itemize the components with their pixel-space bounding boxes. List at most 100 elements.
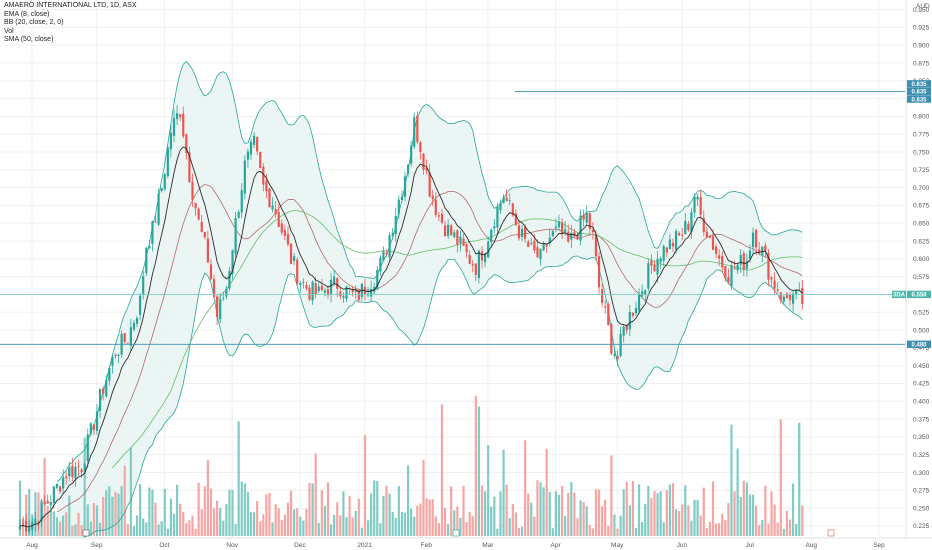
volume-bar bbox=[524, 440, 527, 536]
x-tick-label: Aug bbox=[805, 542, 817, 549]
candle-body bbox=[296, 259, 299, 284]
candle-body bbox=[755, 229, 758, 248]
x-tick-label: Sep bbox=[91, 542, 103, 549]
candle-body bbox=[736, 264, 739, 271]
candle-body bbox=[625, 325, 628, 331]
volume-bar bbox=[274, 504, 277, 536]
volume-bar bbox=[711, 481, 715, 536]
candle-body bbox=[634, 307, 638, 314]
legend-vol: Vol bbox=[4, 27, 14, 35]
candle-body bbox=[560, 222, 564, 235]
candle-body bbox=[465, 244, 468, 253]
volume-bar bbox=[286, 502, 290, 536]
volume-bar bbox=[413, 516, 416, 536]
support-flag-label: 0.480 bbox=[911, 342, 927, 348]
volume-bar bbox=[329, 524, 333, 536]
candle-body bbox=[342, 295, 345, 298]
volume-bar bbox=[616, 528, 619, 536]
candle-body bbox=[108, 368, 111, 381]
volume-bar bbox=[631, 480, 635, 536]
volume-bar bbox=[456, 506, 459, 536]
volume-bar bbox=[607, 525, 610, 536]
volume-bar bbox=[351, 517, 354, 536]
volume-bar bbox=[718, 523, 721, 536]
volume-bar bbox=[249, 512, 253, 536]
candle-body bbox=[219, 299, 222, 320]
candle-body bbox=[619, 333, 622, 357]
volume-bar bbox=[425, 498, 428, 536]
candle-body bbox=[788, 294, 792, 301]
candle-body bbox=[579, 215, 582, 241]
candle-body bbox=[699, 197, 702, 215]
volume-bar bbox=[681, 504, 684, 536]
y-tick-label: 0.575 bbox=[913, 274, 930, 281]
candle-body bbox=[739, 255, 742, 265]
volume-bar bbox=[55, 517, 59, 536]
volume-bar bbox=[724, 519, 727, 536]
volume-bar bbox=[739, 497, 742, 536]
candle-body bbox=[311, 281, 314, 301]
volume-bar bbox=[18, 480, 22, 536]
volume-bar bbox=[370, 493, 373, 536]
volume-bar bbox=[212, 508, 216, 536]
volume-bar bbox=[742, 480, 745, 536]
candle-body bbox=[379, 257, 382, 272]
volume-bar bbox=[259, 521, 262, 536]
candle-body bbox=[28, 527, 31, 532]
candle-body bbox=[779, 292, 782, 301]
candle-body bbox=[397, 199, 400, 214]
y-tick-label: 0.750 bbox=[913, 149, 930, 156]
current-price-label: 0.550 bbox=[911, 293, 927, 299]
candle-body bbox=[37, 521, 40, 524]
volume-bar bbox=[499, 491, 502, 536]
candle-body bbox=[123, 333, 126, 342]
candle-body bbox=[237, 212, 240, 219]
candle-body bbox=[105, 379, 108, 397]
x-tick-label: Jul bbox=[745, 542, 754, 549]
candle-body bbox=[280, 223, 283, 233]
volume-bar bbox=[708, 521, 712, 536]
candle-body bbox=[71, 465, 74, 477]
candle-body bbox=[194, 202, 197, 209]
volume-bar bbox=[271, 522, 274, 536]
candle-body bbox=[785, 293, 789, 299]
volume-bar bbox=[283, 514, 286, 536]
candle-body bbox=[370, 289, 373, 297]
volume-bar bbox=[557, 494, 561, 536]
y-tick-label: 0.250 bbox=[913, 505, 930, 512]
volume-bar bbox=[545, 448, 548, 536]
volume-bar bbox=[83, 437, 86, 536]
candle-body bbox=[714, 246, 718, 254]
candle-body bbox=[385, 252, 388, 255]
volume-bar bbox=[191, 515, 194, 536]
volume-bar bbox=[459, 517, 462, 536]
candle-body bbox=[231, 250, 234, 274]
chart-legend: AMAERO INTERNATIONAL LTD, 1D, ASX EMA (8… bbox=[4, 2, 137, 45]
volume-bar bbox=[514, 512, 517, 536]
volume-bar bbox=[548, 492, 551, 536]
ema-8-line bbox=[19, 146, 803, 528]
candle-body bbox=[748, 250, 752, 259]
candle-body bbox=[163, 174, 166, 190]
volume-bar bbox=[477, 406, 481, 536]
candle-body bbox=[126, 342, 129, 344]
legend-title: AMAERO INTERNATIONAL LTD, 1D, ASX bbox=[4, 2, 137, 9]
candle-body bbox=[179, 114, 182, 118]
volume-bar bbox=[585, 506, 588, 536]
volume-bar bbox=[37, 492, 40, 536]
volume-bar bbox=[776, 522, 779, 536]
volume-bar bbox=[299, 516, 302, 536]
volume-bar bbox=[108, 486, 111, 536]
candle-body bbox=[791, 293, 795, 304]
candle-body bbox=[508, 200, 511, 202]
candle-body bbox=[169, 132, 173, 150]
candle-body bbox=[668, 239, 671, 250]
candle-body bbox=[160, 188, 163, 191]
volume-bar bbox=[388, 493, 391, 536]
candle-body bbox=[259, 151, 262, 169]
volume-bar bbox=[302, 520, 305, 536]
volume-bar bbox=[588, 524, 591, 536]
candle-body bbox=[727, 276, 730, 283]
candle-body bbox=[801, 287, 804, 305]
